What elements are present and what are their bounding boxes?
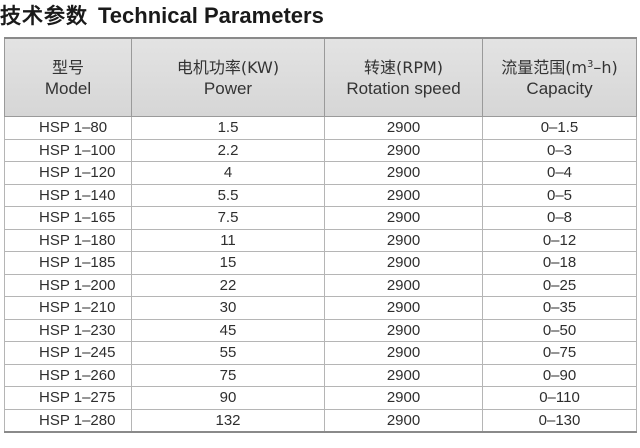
model-cell: HSP 1–120: [4, 161, 132, 185]
table-row: HSP 1–185 15 2900 0–18: [4, 251, 637, 275]
power-cell: 45: [131, 318, 325, 342]
table-row: HSP 1–120 4 2900 0–4: [4, 161, 637, 185]
table-row: HSP 1–245 55 2900 0–75: [4, 341, 637, 365]
power-cell: 75: [131, 363, 325, 387]
table-header: 型号 Model 电机功率(KW) Power 转速(RPM) Rotation…: [4, 37, 637, 117]
capacity-cell: 0–50: [482, 318, 637, 342]
power-cell: 15: [131, 251, 325, 275]
speed-cell: 2900: [324, 273, 483, 297]
capacity-cell: 0–5: [482, 183, 637, 207]
capacity-cell: 0–130: [482, 408, 637, 433]
table-row: HSP 1–280 132 2900 0–130: [4, 408, 637, 433]
speed-cell: 2900: [324, 183, 483, 207]
power-cell: 7.5: [131, 206, 325, 230]
page-title-zh: 技术参数: [0, 4, 88, 28]
model-cell: HSP 1–245: [4, 341, 132, 365]
table-row: HSP 1–230 45 2900 0–50: [4, 318, 637, 342]
table-body: HSP 1–80 1.5 2900 0–1.5 HSP 1–100 2.2 2900 0–3 H…: [4, 116, 637, 433]
power-cell: 11: [131, 228, 325, 252]
table-row: HSP 1–80 1.5 2900 0–1.5: [4, 116, 637, 140]
speed-cell: 2900: [324, 386, 483, 410]
model-cell: HSP 1–230: [4, 318, 132, 342]
speed-cell: 2900: [324, 408, 483, 433]
header-power-zh: 电机功率(KW): [176, 57, 280, 77]
capacity-cell: 0–25: [482, 273, 637, 297]
model-cell: HSP 1–275: [4, 386, 132, 410]
table-row: HSP 1–200 22 2900 0–25: [4, 273, 637, 297]
speed-cell: 2900: [324, 251, 483, 275]
table-row: HSP 1–275 90 2900 0–110: [4, 386, 637, 410]
power-cell: 55: [131, 341, 325, 365]
power-cell: 2.2: [131, 138, 325, 162]
header-capacity-en: Capacity: [526, 78, 593, 98]
speed-cell: 2900: [324, 138, 483, 162]
table-row: HSP 1–260 75 2900 0–90: [4, 363, 637, 387]
capacity-cell: 0–35: [482, 296, 637, 320]
header-model-zh: 型号: [51, 57, 84, 77]
capacity-cell: 0–12: [482, 228, 637, 252]
speed-cell: 2900: [324, 318, 483, 342]
speed-cell: 2900: [324, 116, 483, 140]
header-power: 电机功率(KW) Power: [131, 37, 325, 117]
header-capacity-zh-pre: 流量范围(m: [501, 57, 588, 77]
header-power-en: Power: [203, 78, 253, 98]
header-model: 型号 Model: [4, 37, 132, 117]
page-title: 技术参数 Technical Parameters: [0, 0, 324, 32]
model-cell: HSP 1–210: [4, 296, 132, 320]
header-capacity-zh-post: –h): [593, 57, 618, 77]
speed-cell: 2900: [324, 296, 483, 320]
model-cell: HSP 1–200: [4, 273, 132, 297]
capacity-cell: 0–90: [482, 363, 637, 387]
power-cell: 1.5: [131, 116, 325, 140]
power-cell: 4: [131, 161, 325, 185]
technical-parameters-table: 型号 Model 电机功率(KW) Power 转速(RPM) Rotation…: [4, 37, 637, 433]
power-cell: 5.5: [131, 183, 325, 207]
capacity-cell: 0–18: [482, 251, 637, 275]
table-row: HSP 1–165 7.5 2900 0–8: [4, 206, 637, 230]
model-cell: HSP 1–100: [4, 138, 132, 162]
capacity-cell: 0–1.5: [482, 116, 637, 140]
model-cell: HSP 1–260: [4, 363, 132, 387]
header-capacity-zh: 流量范围(m3–h): [483, 57, 636, 78]
capacity-cell: 0–75: [482, 341, 637, 365]
model-cell: HSP 1–80: [4, 116, 132, 140]
header-capacity-zh-sup: 3: [587, 58, 594, 70]
capacity-cell: 0–110: [482, 386, 637, 410]
header-speed-zh: 转速(RPM): [363, 57, 444, 77]
capacity-cell: 0–4: [482, 161, 637, 185]
header-row: 型号 Model 电机功率(KW) Power 转速(RPM) Rotation…: [4, 37, 637, 117]
speed-cell: 2900: [324, 341, 483, 365]
power-cell: 132: [131, 408, 325, 433]
capacity-cell: 0–3: [482, 138, 637, 162]
table-row: HSP 1–210 30 2900 0–35: [4, 296, 637, 320]
header-capacity: 流量范围(m3–h) Capacity: [482, 37, 637, 117]
model-cell: HSP 1–280: [4, 408, 132, 433]
table-row: HSP 1–100 2.2 2900 0–3: [4, 138, 637, 162]
power-cell: 90: [131, 386, 325, 410]
model-cell: HSP 1–185: [4, 251, 132, 275]
page-title-en: Technical Parameters: [98, 3, 324, 28]
header-speed: 转速(RPM) Rotation speed: [324, 37, 483, 117]
model-cell: HSP 1–140: [4, 183, 132, 207]
speed-cell: 2900: [324, 228, 483, 252]
model-cell: HSP 1–165: [4, 206, 132, 230]
speed-cell: 2900: [324, 363, 483, 387]
model-cell: HSP 1–180: [4, 228, 132, 252]
table-row: HSP 1–180 11 2900 0–12: [4, 228, 637, 252]
speed-cell: 2900: [324, 161, 483, 185]
header-speed-en: Rotation speed: [346, 78, 461, 98]
header-model-en: Model: [44, 78, 92, 98]
power-cell: 22: [131, 273, 325, 297]
table-row: HSP 1–140 5.5 2900 0–5: [4, 183, 637, 207]
speed-cell: 2900: [324, 206, 483, 230]
capacity-cell: 0–8: [482, 206, 637, 230]
power-cell: 30: [131, 296, 325, 320]
